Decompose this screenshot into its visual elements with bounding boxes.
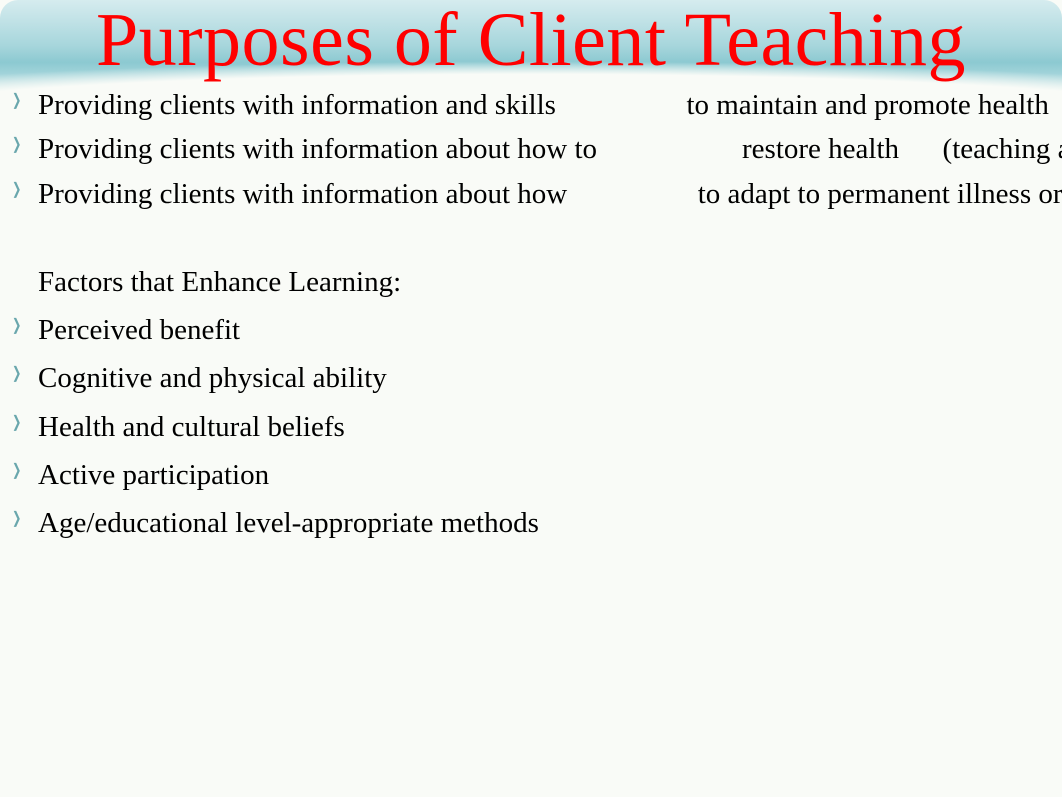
text-segment: restore health	[742, 133, 943, 165]
text-segment: Providing clients with information about…	[38, 133, 742, 165]
list-item: Cognitive and physical ability	[38, 359, 1042, 397]
list-item: Health and cultural beliefs	[38, 408, 1042, 446]
slide-title: Purposes of Client Teaching	[0, 0, 1062, 78]
list-item: Perceived benefit	[38, 311, 1042, 349]
text-segment: to adapt to permanent illness or injury	[698, 178, 1062, 210]
list-item: Age/educational level-appropriate method…	[38, 504, 1042, 542]
text-segment: Providing clients with information and s…	[38, 89, 686, 121]
list-item: Active participation	[38, 456, 1042, 494]
purposes-list: Providing clients with information and s…	[38, 86, 1042, 301]
text-segment: to maintain and promote health	[686, 89, 1062, 121]
text-segment: (teaching a client how to administer ins…	[943, 133, 1062, 165]
list-item: Providing clients with information and s…	[38, 86, 1042, 124]
slide-content: Providing clients with information and s…	[0, 78, 1062, 542]
text-segment: Providing clients with information about…	[38, 178, 698, 210]
list-item: Providing clients with information about…	[38, 175, 1042, 213]
list-item: Providing clients with information about…	[38, 130, 1042, 168]
list-spacer	[38, 219, 1042, 257]
factors-list: Perceived benefit Cognitive and physical…	[38, 311, 1042, 542]
factors-heading: Factors that Enhance Learning:	[38, 263, 1042, 301]
